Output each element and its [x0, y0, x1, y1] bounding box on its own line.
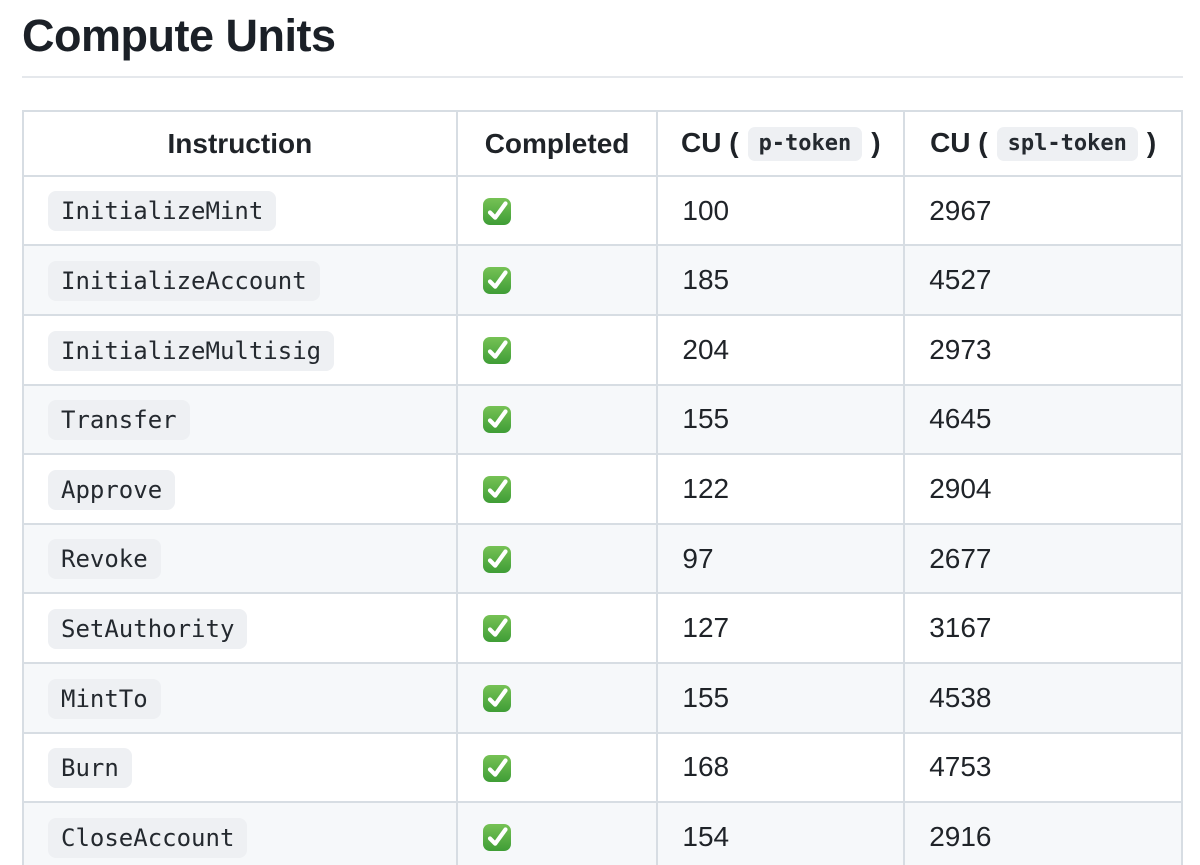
cell-instruction: Transfer	[22, 383, 458, 456]
cell-instruction: CloseAccount	[22, 801, 458, 865]
spl-token-code-chip: spl-token	[996, 126, 1138, 161]
table-row: Revoke 97 2677	[22, 522, 1183, 595]
cell-cu-p-token-value: 185	[656, 244, 906, 316]
table-row: CloseAccount 154 2916	[22, 801, 1183, 865]
cell-cu-spl-token-value: 4538	[903, 662, 1183, 734]
compute-units-table: Instruction Completed CU (p-token) CU (s…	[22, 109, 1183, 865]
instruction-code-chip: InitializeMint	[48, 191, 277, 232]
cell-instruction: InitializeMint	[22, 174, 458, 247]
cell-cu-spl-token-value: 2916	[903, 801, 1183, 865]
page-title: Compute Units	[22, 10, 1183, 78]
cell-completed	[455, 801, 659, 865]
cu-spl-token-prefix: CU (	[930, 126, 988, 158]
column-header-completed-label: Completed	[484, 127, 630, 159]
cell-completed	[455, 174, 659, 247]
instruction-code-chip: InitializeMultisig	[48, 330, 335, 371]
cell-cu-spl-token-value: 2973	[903, 313, 1183, 386]
check-mark-icon	[482, 684, 511, 712]
check-mark-icon	[482, 754, 511, 782]
instruction-code-chip: Revoke	[48, 539, 161, 580]
cell-cu-p-token-value: 127	[656, 592, 906, 665]
cell-completed	[455, 592, 659, 665]
instruction-code-chip: Transfer	[48, 400, 190, 441]
table-row: InitializeMint 100 2967	[22, 174, 1183, 247]
cell-cu-p-token-value: 100	[656, 174, 906, 247]
instruction-code-chip: MintTo	[48, 678, 161, 719]
cell-cu-spl-token-value: 2904	[903, 453, 1183, 525]
instruction-code-chip: CloseAccount	[48, 817, 248, 858]
table-row: Approve 122 2904	[22, 453, 1183, 525]
check-mark-icon	[482, 197, 511, 225]
table-row: MintTo 155 4538	[22, 662, 1183, 734]
check-mark-icon	[482, 267, 511, 295]
instruction-code-chip: Approve	[48, 469, 176, 510]
cell-instruction: Revoke	[22, 522, 458, 595]
cell-instruction: InitializeMultisig	[22, 313, 458, 386]
cell-cu-spl-token-value: 4527	[903, 244, 1183, 316]
instruction-code-chip: InitializeAccount	[48, 260, 320, 301]
column-header-cu-spl-token: CU (spl-token)	[903, 109, 1183, 177]
page-content: Compute Units Instruction Completed CU (…	[22, 10, 1183, 865]
cell-cu-spl-token-value: 4645	[903, 383, 1183, 456]
cell-instruction: Approve	[22, 453, 458, 525]
column-header-cu-p-token: CU (p-token)	[656, 109, 906, 177]
p-token-code-chip: p-token	[747, 126, 863, 161]
cu-p-token-prefix: CU (	[681, 126, 739, 158]
cell-completed	[455, 244, 659, 316]
check-mark-icon	[482, 476, 511, 504]
cell-cu-spl-token-value: 3167	[903, 592, 1183, 665]
cell-instruction: SetAuthority	[22, 592, 458, 665]
cell-cu-spl-token-value: 4753	[903, 731, 1183, 804]
cell-cu-p-token-value: 97	[656, 522, 906, 595]
cell-cu-spl-token-value: 2967	[903, 174, 1183, 247]
cell-instruction: Burn	[22, 731, 458, 804]
table-header-row: Instruction Completed CU (p-token) CU (s…	[22, 109, 1183, 177]
cell-cu-spl-token-value: 2677	[903, 522, 1183, 595]
cell-completed	[455, 453, 659, 525]
cell-completed	[455, 662, 659, 734]
check-mark-icon	[482, 545, 511, 573]
table-row: InitializeMultisig 204 2973	[22, 313, 1183, 386]
column-header-instruction: Instruction	[22, 109, 458, 177]
instruction-code-chip: Burn	[48, 748, 132, 789]
table-row: Transfer 155 4645	[22, 383, 1183, 456]
cell-cu-p-token-value: 154	[656, 801, 906, 865]
cell-completed	[455, 522, 659, 595]
table-body: InitializeMint 100 2967 InitializeAccoun…	[22, 174, 1183, 865]
cu-p-token-suffix: )	[871, 126, 881, 158]
instruction-code-chip: SetAuthority	[48, 609, 248, 650]
table-row: InitializeAccount 185 4527	[22, 244, 1183, 316]
check-mark-icon	[482, 406, 511, 434]
cell-completed	[455, 383, 659, 456]
check-mark-icon	[482, 615, 511, 643]
cell-instruction: InitializeAccount	[22, 244, 458, 316]
cell-completed	[455, 313, 659, 386]
cu-spl-token-suffix: )	[1146, 126, 1157, 158]
column-header-instruction-label: Instruction	[167, 127, 313, 159]
column-header-completed: Completed	[455, 109, 659, 177]
table-row: Burn 168 4753	[22, 731, 1183, 804]
check-mark-icon	[482, 336, 511, 364]
cell-cu-p-token-value: 155	[656, 662, 906, 734]
check-mark-icon	[482, 824, 511, 852]
cell-instruction: MintTo	[22, 662, 458, 734]
cell-cu-p-token-value: 168	[656, 731, 906, 804]
cell-completed	[455, 731, 659, 804]
cell-cu-p-token-value: 122	[656, 453, 906, 525]
cell-cu-p-token-value: 155	[656, 383, 906, 456]
table-row: SetAuthority 127 3167	[22, 592, 1183, 665]
cell-cu-p-token-value: 204	[656, 313, 906, 386]
